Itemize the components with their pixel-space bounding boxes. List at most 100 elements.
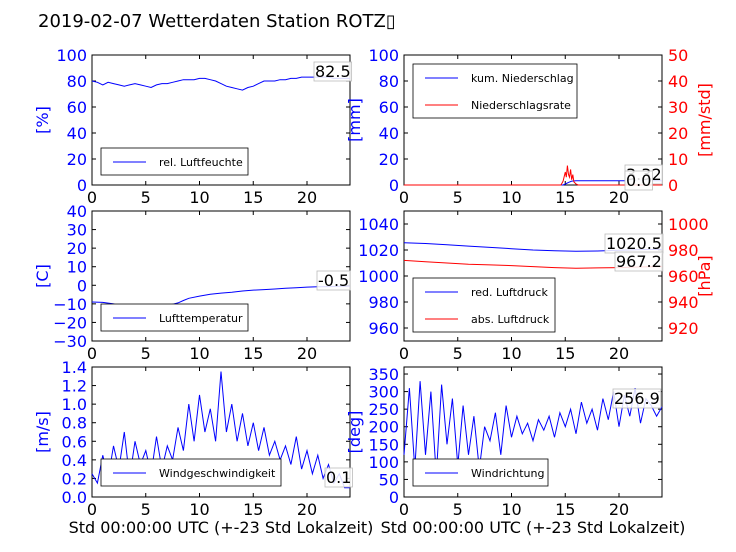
y-tick-label: 1.4 [62, 358, 87, 377]
value-annotation: 256.9 [614, 389, 660, 408]
legend-label: Windrichtung [471, 467, 544, 480]
y-tick-label: 0 [389, 176, 399, 195]
x-tick-label: 15 [555, 188, 575, 207]
y-tick-label: 40 [67, 202, 87, 221]
y2-tick-label: 20 [668, 124, 688, 143]
y2-tick-label: 40 [668, 72, 688, 91]
y-tick-label: 200 [368, 418, 399, 437]
x-tick-label: 5 [141, 188, 151, 207]
y-tick-label: 30 [67, 221, 87, 240]
x-tick-label: 15 [555, 500, 575, 519]
y-tick-label: 80 [379, 72, 399, 91]
x-tick-label: 20 [609, 344, 629, 363]
x-tick-label: 5 [453, 344, 463, 363]
value-annotation: 0.1 [326, 468, 351, 487]
value-annotation: 0.0 [626, 171, 651, 190]
y-tick-label: 60 [379, 98, 399, 117]
legend-box [412, 277, 556, 333]
y-tick-label: 1040 [358, 215, 399, 234]
x-tick-label: 5 [453, 500, 463, 519]
legend-label: Windgeschwindigkeit [159, 467, 276, 480]
x-tick-label: 10 [189, 500, 209, 519]
y-tick-label: 50 [379, 470, 399, 489]
legend: Windgeschwindigkeit [100, 458, 282, 487]
y2-axis-label: [mm/std] [695, 83, 714, 157]
y-tick-label: 350 [368, 365, 399, 384]
legend: kum. Niederschlag Niederschlagsrate [412, 63, 578, 119]
y2-tick-label: 920 [668, 319, 699, 338]
value-annotation: 967.2 [616, 252, 662, 271]
legend-box [412, 63, 578, 119]
y2-tick-label: 0 [668, 176, 678, 195]
y2-tick-label: 980 [668, 241, 699, 260]
y-tick-label: 1.0 [62, 395, 87, 414]
y-tick-label: −20 [53, 313, 87, 332]
x-tick-label: 10 [189, 188, 209, 207]
x-tick-label: 20 [297, 344, 317, 363]
x-tick-label: 5 [453, 188, 463, 207]
y-tick-label: 20 [67, 239, 87, 258]
y-tick-label: 0 [389, 488, 399, 507]
legend-label: abs. Luftdruck [471, 313, 550, 326]
y-tick-label: 0.2 [62, 469, 87, 488]
legend: rel. Luftfeuchte [100, 147, 249, 176]
y-tick-label: 20 [379, 150, 399, 169]
y2-tick-label: 10 [668, 150, 688, 169]
legend: Windrichtung [412, 458, 549, 487]
y-tick-label: 1020 [358, 241, 399, 260]
series-line-0 [91, 76, 350, 91]
y-tick-label: 80 [67, 72, 87, 91]
series-line-0 [404, 180, 662, 186]
y-tick-label: 150 [368, 435, 399, 454]
axes-frame [403, 366, 663, 498]
value-annotation: -0.5 [318, 271, 349, 290]
value-annotation: 82.5 [315, 62, 351, 81]
legend-label: kum. Niederschlag [471, 72, 574, 85]
y2-tick-label: 30 [668, 98, 688, 117]
y-tick-label: −10 [53, 295, 87, 314]
y-tick-label: 40 [67, 124, 87, 143]
y2-tick-label: 50 [668, 46, 688, 65]
y-tick-label: 100 [56, 46, 87, 65]
y-axis-label: [m/s] [33, 411, 52, 453]
series-line-0 [91, 371, 350, 489]
y-tick-label: 0 [77, 276, 87, 295]
y-tick-label: 0 [77, 176, 87, 195]
y-tick-label: 60 [67, 98, 87, 117]
panel-windspeed: 0 5 10 15 20 0.00.20.40.60.81.01.21.4 [m/s] Std… [33, 358, 373, 537]
x-tick-label: 0 [399, 344, 409, 363]
y2-tick-label: 960 [668, 267, 699, 286]
x-axis-label: Std 00:00:00 UTC (+-23 Std Lokalzeit) [381, 518, 686, 537]
annotation-box [313, 61, 353, 82]
legend: red. Luftdruck abs. Luftdruck [412, 277, 556, 333]
y-tick-label: 980 [368, 293, 399, 312]
y2-axis-label: [hPa] [695, 255, 714, 296]
x-tick-label: 0 [87, 500, 97, 519]
x-tick-label: 15 [243, 344, 263, 363]
panel-temperature: 0 5 10 15 20−30−20−10010203040[C]Lufttempera… [33, 202, 351, 363]
y-tick-label: 300 [368, 383, 399, 402]
x-tick-label: 0 [399, 188, 409, 207]
y-tick-label: 1.2 [62, 377, 87, 396]
x-tick-label: 20 [609, 500, 629, 519]
x-tick-label: 0 [87, 344, 97, 363]
y2-tick-label: 940 [668, 293, 699, 312]
legend-label: red. Luftdruck [471, 286, 548, 299]
y-tick-label: 250 [368, 400, 399, 419]
y2-tick-label: 1000 [668, 215, 709, 234]
x-tick-label: 20 [297, 188, 317, 207]
y-tick-label: 20 [67, 150, 87, 169]
y-tick-label: 100 [368, 46, 399, 65]
y-tick-label: 100 [368, 453, 399, 472]
series-line-1 [404, 165, 662, 186]
y-tick-label: −30 [53, 332, 87, 351]
y-tick-label: 0.0 [62, 488, 87, 507]
y-tick-label: 10 [67, 258, 87, 277]
y-axis-label: [%] [33, 106, 52, 134]
y-tick-label: 0.6 [62, 432, 87, 451]
legend-label: Lufttemperatur [159, 312, 243, 325]
y-axis-label: [deg] [345, 411, 364, 454]
